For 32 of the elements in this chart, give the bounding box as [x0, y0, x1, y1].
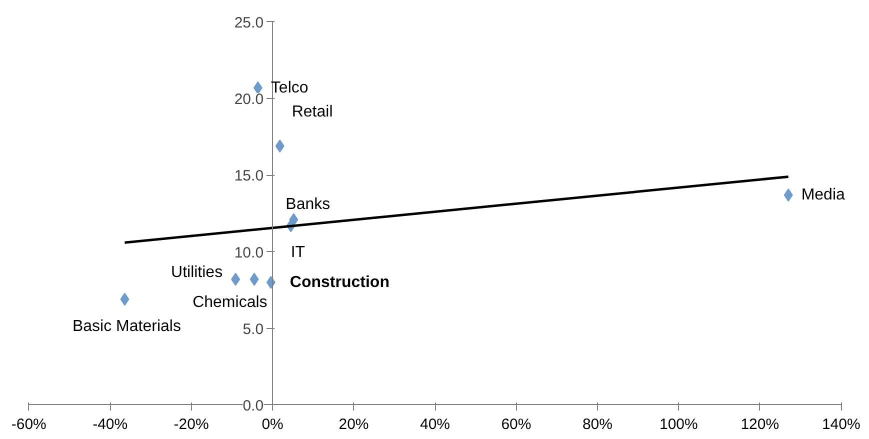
annotation: Retail — [292, 104, 333, 121]
y-tick-label: 15.0 — [234, 168, 264, 185]
annotation: IT — [290, 244, 306, 262]
point — [253, 81, 262, 94]
x-tick-label: 140% — [822, 416, 860, 433]
y-tick-label: 10.0 — [234, 244, 264, 262]
point — [275, 140, 284, 153]
point — [250, 272, 259, 286]
x-tick-label: 100% — [659, 416, 698, 433]
point — [231, 272, 240, 286]
annotation: Basic Materials — [72, 318, 181, 335]
annotation: Telco — [270, 79, 308, 96]
annotation: Media — [801, 186, 846, 204]
point — [120, 292, 130, 306]
x-tick-label: 0% — [262, 416, 284, 433]
x-tick-label: -60% — [11, 416, 46, 433]
annotation: Banks — [286, 196, 330, 214]
point — [784, 188, 793, 202]
y-tick-label: 25.0 — [234, 14, 264, 32]
y-tick-label: 20.0 — [234, 91, 264, 108]
x-tick-label: 60% — [501, 416, 532, 433]
x-tick-label: 120% — [740, 416, 780, 433]
x-tick-label: -20% — [174, 416, 209, 433]
annotation: Chemicals — [192, 294, 268, 311]
y-tick-label: 5.0 — [242, 320, 264, 338]
annotation: Utilities — [171, 264, 223, 281]
annotation: Construction — [290, 274, 390, 291]
x-tick-label: 20% — [338, 416, 369, 433]
x-tick-label: -40% — [92, 416, 128, 433]
x-tick-label: 40% — [420, 416, 450, 433]
x-tick-label: 80% — [582, 416, 612, 433]
y-tick-label: 0.0 — [242, 397, 264, 414]
